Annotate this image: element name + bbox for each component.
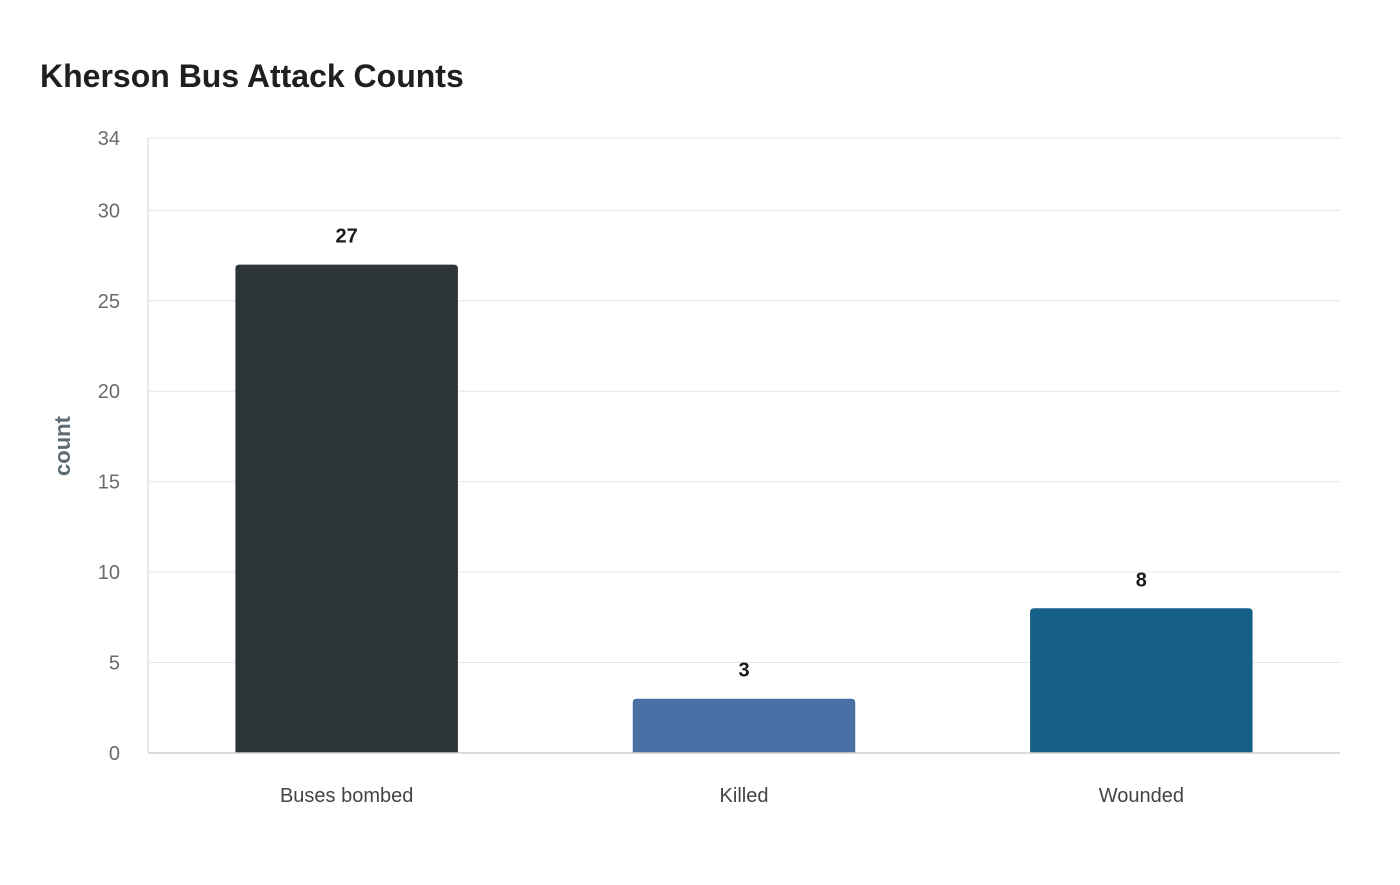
bar: [235, 264, 458, 753]
x-tick-label: Wounded: [1099, 785, 1184, 807]
x-tick-label: Buses bombed: [280, 785, 413, 807]
data-label: 8: [1136, 569, 1147, 591]
y-tick-label: 25: [98, 291, 120, 313]
y-axis-title: count: [50, 415, 75, 476]
y-tick-label: 0: [109, 743, 120, 765]
y-tick-label: 34: [98, 128, 120, 150]
bar: [632, 698, 856, 753]
y-tick-label: 10: [98, 562, 120, 584]
bar: [1030, 608, 1253, 753]
y-tick-label: 30: [98, 200, 120, 222]
y-tick-label: 15: [98, 472, 120, 494]
data-label: 27: [336, 226, 358, 248]
y-tick-label: 20: [98, 381, 120, 403]
x-tick-label: Killed: [720, 785, 769, 807]
bars: [235, 264, 1253, 753]
data-labels: 27 3 8: [336, 226, 1147, 682]
chart-title: Kherson Bus Attack Counts: [40, 58, 464, 94]
y-tick-label: 5: [109, 653, 120, 675]
axes: 0 5 10 15 20 25 30 34 Buses bombed Killed Wounded: [98, 128, 1340, 807]
data-label: 3: [738, 660, 749, 682]
